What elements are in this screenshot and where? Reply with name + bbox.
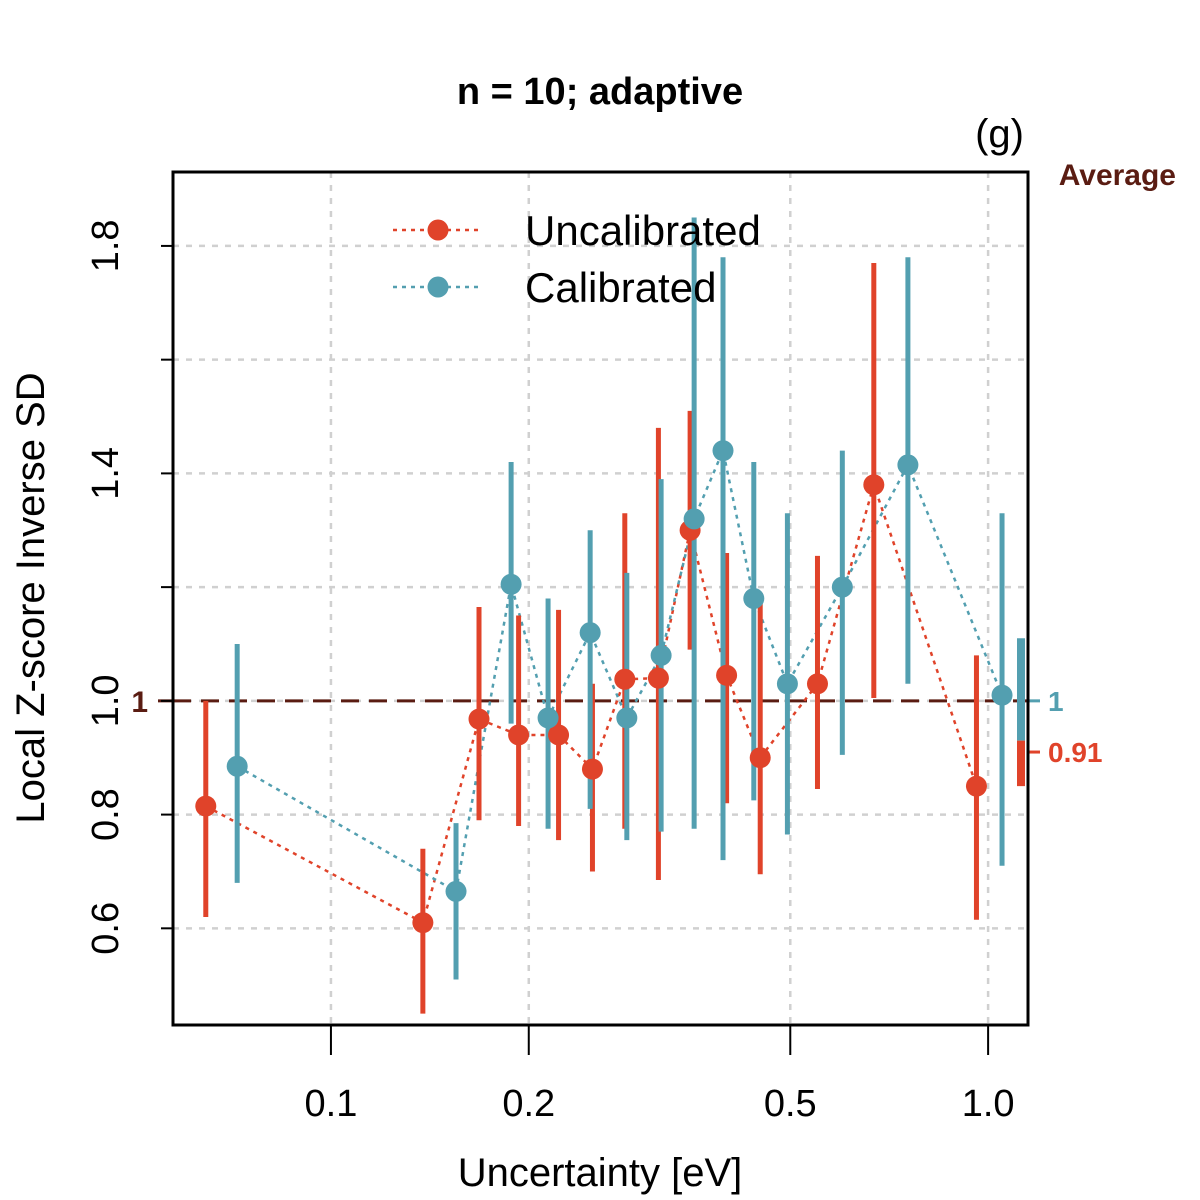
data-point-calibrated — [743, 588, 765, 609]
y-tick-label: 1.4 — [85, 447, 127, 500]
data-point-uncalibrated — [614, 668, 636, 690]
y-tick-label: 0.8 — [85, 788, 127, 841]
series-line-calibrated — [236, 446, 1004, 894]
data-point-calibrated — [500, 573, 522, 595]
data-point-calibrated — [712, 440, 734, 462]
legend-label-calibrated: Calibrated — [525, 264, 716, 311]
x-tick-label: 0.5 — [764, 1083, 817, 1125]
x-tick-label: 0.1 — [305, 1083, 358, 1125]
data-point-calibrated — [650, 644, 672, 666]
data-point-uncalibrated — [749, 747, 771, 769]
data-point-uncalibrated — [548, 724, 570, 746]
data-point-calibrated — [897, 454, 919, 476]
legend: Uncalibrated Calibrated — [393, 207, 761, 311]
x-tick-label: 1.0 — [962, 1083, 1015, 1125]
legend-label-uncalibrated: Uncalibrated — [525, 207, 761, 254]
data-point-uncalibrated — [468, 708, 490, 730]
data-point-uncalibrated — [647, 667, 669, 689]
y-axis-label: Local Z-score Inverse SD — [9, 372, 53, 823]
reference-line-label: 1 — [131, 686, 148, 719]
data-point-uncalibrated — [412, 912, 434, 934]
data-point-calibrated — [226, 755, 248, 777]
data-point-uncalibrated — [806, 673, 828, 695]
data-point-calibrated — [579, 622, 601, 644]
data-point-uncalibrated — [581, 758, 603, 780]
data-point-calibrated — [537, 707, 559, 729]
legend-marker-calibrated — [427, 276, 449, 298]
data-point-uncalibrated — [863, 474, 885, 496]
data-point-uncalibrated — [195, 795, 217, 817]
data-point-calibrated — [616, 707, 638, 729]
x-axis-label: Uncertainty [eV] — [458, 1151, 743, 1195]
average-value-calibrated: 1 — [1048, 686, 1064, 717]
data-point-uncalibrated — [508, 724, 530, 746]
plot-frame — [171, 170, 1030, 1027]
average-title: Average — [1059, 159, 1176, 192]
data-point-uncalibrated — [965, 775, 987, 797]
data-point-calibrated — [991, 684, 1013, 706]
panel-label: (g) — [975, 112, 1024, 156]
legend-marker-uncalibrated — [427, 219, 449, 241]
y-tick-label: 0.6 — [85, 902, 127, 955]
series-layer — [195, 217, 1013, 1014]
average-value-uncalibrated: 0.91 — [1048, 737, 1103, 768]
chart-title: n = 10; adaptive — [457, 71, 743, 113]
data-point-calibrated — [445, 880, 467, 902]
data-point-calibrated — [776, 673, 798, 695]
data-point-calibrated — [683, 508, 705, 530]
axis-layer: 0.1 0.2 0.5 1.0 0.6 0.8 1.0 1.4 1.8 — [85, 219, 1015, 1125]
data-point-uncalibrated — [716, 664, 738, 686]
data-point-calibrated — [831, 576, 853, 598]
y-tick-label: 1.0 — [85, 674, 127, 727]
x-tick-label: 0.2 — [502, 1083, 555, 1125]
average-layer: 10.91 — [1017, 638, 1103, 787]
y-tick-label: 1.8 — [85, 219, 127, 272]
